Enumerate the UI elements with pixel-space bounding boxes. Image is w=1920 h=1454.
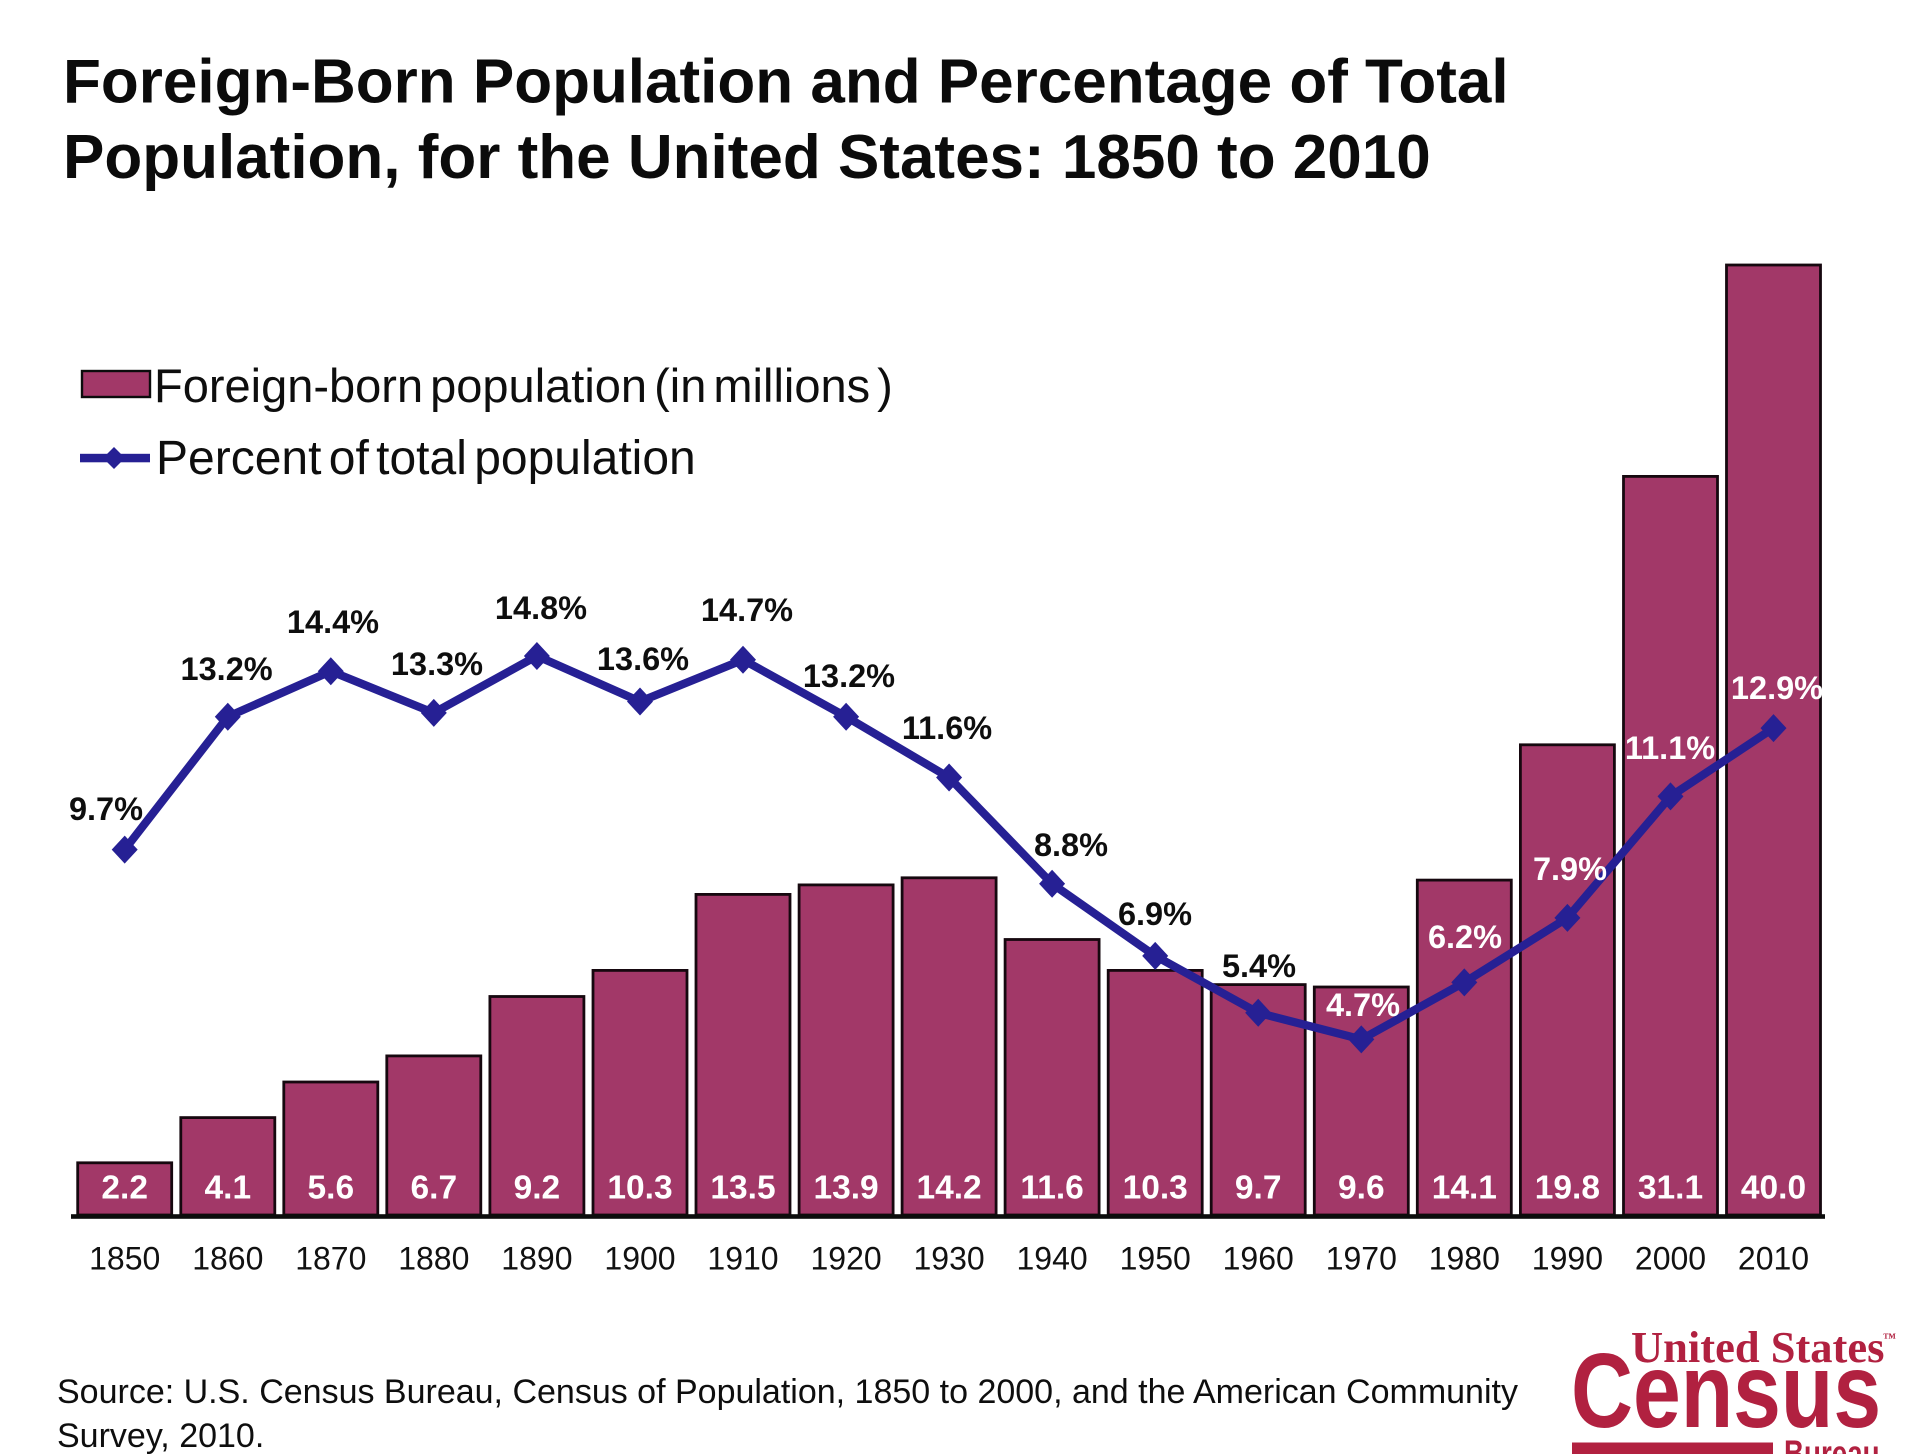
svg-text:9.6: 9.6 [1338,1170,1385,1207]
svg-text:1990: 1990 [1532,1241,1603,1277]
svg-text:13.2%: 13.2% [181,651,273,687]
svg-text:1980: 1980 [1429,1241,1500,1277]
svg-text:11.6%: 11.6% [902,710,992,746]
svg-text:Percent of total population: Percent of total population [156,432,696,485]
svg-text:13.2%: 13.2% [803,658,895,694]
svg-text:2010: 2010 [1738,1241,1809,1277]
svg-text:4.7%: 4.7% [1326,987,1400,1023]
svg-text:2.2: 2.2 [101,1170,148,1207]
svg-text:1940: 1940 [1017,1241,1088,1277]
svg-text:10.3: 10.3 [1123,1170,1188,1207]
svg-text:1970: 1970 [1326,1241,1397,1277]
svg-text:Source: U.S. Census Bureau, Ce: Source: U.S. Census Bureau, Census of Po… [57,1373,1518,1411]
svg-text:1900: 1900 [604,1241,675,1277]
svg-text:19.8: 19.8 [1535,1170,1600,1207]
svg-text:14.7%: 14.7% [701,592,793,628]
svg-text:9.2: 9.2 [514,1170,561,1207]
svg-text:6.2%: 6.2% [1428,919,1502,955]
svg-text:13.9: 13.9 [813,1170,878,1207]
svg-text:11.1%: 11.1% [1625,730,1715,766]
svg-text:United States: United States [1631,1322,1884,1372]
svg-text:14.8%: 14.8% [495,590,587,626]
svg-text:10.3: 10.3 [607,1170,672,1207]
svg-text:Bureau: Bureau [1784,1432,1880,1454]
svg-text:14.4%: 14.4% [287,604,379,640]
svg-text:6.7: 6.7 [411,1170,458,1207]
svg-text:6.9%: 6.9% [1118,896,1192,932]
svg-text:14.2: 14.2 [916,1170,981,1207]
svg-text:13.3%: 13.3% [391,646,483,682]
svg-text:5.4%: 5.4% [1222,948,1296,984]
svg-text:1960: 1960 [1223,1241,1294,1277]
svg-text:4.1: 4.1 [205,1170,252,1207]
svg-text:1880: 1880 [398,1241,469,1277]
svg-text:7.9%: 7.9% [1533,851,1607,887]
svg-text:11.6: 11.6 [1020,1170,1083,1207]
svg-text:1860: 1860 [192,1241,263,1277]
svg-text:1930: 1930 [914,1241,985,1277]
svg-text:1850: 1850 [89,1241,160,1277]
svg-text:9.7: 9.7 [1235,1170,1282,1207]
svg-text:1910: 1910 [707,1241,778,1277]
svg-text:9.7%: 9.7% [69,791,143,827]
svg-text:Population, for the United Sta: Population, for the United States: 1850 … [63,123,1431,192]
svg-text:12.9%: 12.9% [1731,670,1823,706]
svg-text:Foreign-Born Population and Pe: Foreign-Born Population and Percentage o… [63,48,1509,117]
svg-text:13.6%: 13.6% [597,641,689,677]
svg-text:1950: 1950 [1120,1241,1191,1277]
svg-text:™: ™ [1883,1330,1896,1345]
svg-text:1920: 1920 [811,1241,882,1277]
svg-text:Foreign-born population (in mi: Foreign-born population (in millions ) [154,359,893,412]
svg-text:1870: 1870 [295,1241,366,1277]
svg-text:31.1: 31.1 [1638,1170,1703,1207]
svg-text:5.6: 5.6 [308,1170,355,1207]
svg-text:14.1: 14.1 [1432,1170,1497,1207]
svg-text:1890: 1890 [501,1241,572,1277]
svg-text:40.0: 40.0 [1741,1170,1806,1207]
svg-text:8.8%: 8.8% [1034,827,1108,863]
svg-text:13.5: 13.5 [710,1170,775,1207]
svg-text:2000: 2000 [1635,1241,1706,1277]
svg-text:Survey, 2010.: Survey, 2010. [57,1417,264,1454]
svg-text:Census: Census [1571,1332,1881,1450]
